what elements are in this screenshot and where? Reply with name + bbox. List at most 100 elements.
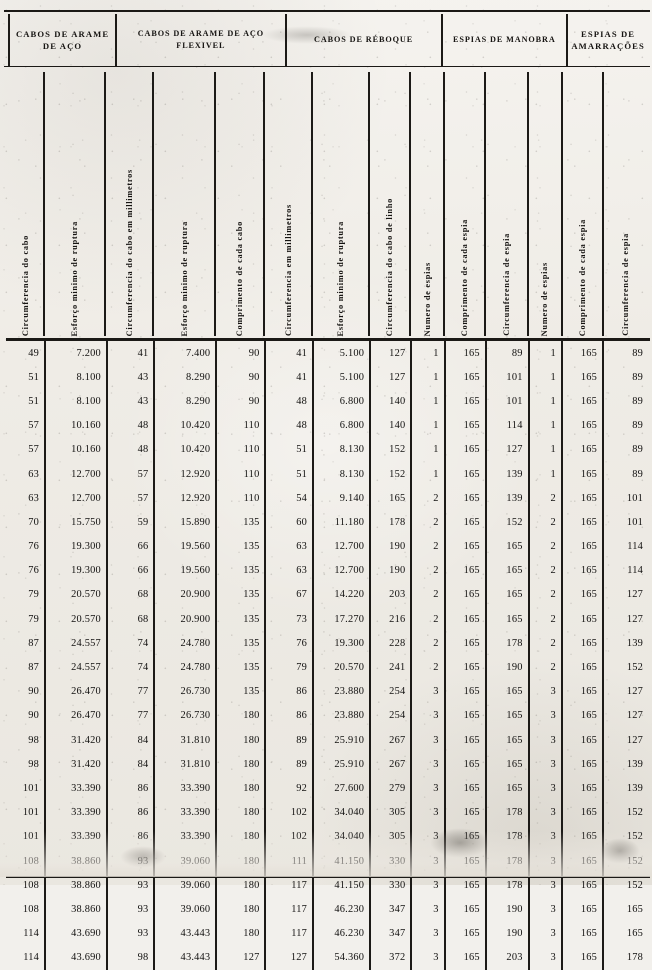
group-header-4: ESPIAS DE MANOBRA (440, 14, 567, 66)
table-cell: 165 (484, 752, 528, 777)
table-cell: 76 (264, 631, 312, 656)
table-cell: 180 (215, 897, 264, 922)
table-cell: 38.860 (44, 897, 106, 922)
table-cell: 26.470 (44, 703, 106, 728)
table-cell: 33.390 (153, 776, 215, 801)
table-cell: 152 (602, 824, 648, 849)
table-cell: 165 (443, 703, 485, 728)
table-cell: 165 (602, 921, 648, 946)
table-cell: 41.150 (312, 848, 369, 874)
table-cell: 190 (369, 534, 410, 559)
table-row: 108 38.860 93 39.060 180 111 41.150 330 3 165 178 3… (8, 848, 648, 874)
table-cell: 127 (369, 341, 410, 366)
table-cell: 190 (484, 897, 528, 922)
table-cell: 98 (28, 758, 40, 770)
table-cell: 10.420 (153, 437, 215, 462)
column-header-2: Esforço minimo de ruptura (42, 72, 105, 336)
table-row: 51 8.100 43 8.290 90 41 5.100 127 1 165 101 1 165 89 (8, 365, 648, 390)
table-cell: 98 (28, 734, 40, 746)
table-cell: 2 (410, 582, 443, 608)
table-cell: 79 (28, 613, 40, 625)
column-header-8: Circumferencia do cabo de linho (367, 72, 409, 336)
table-cell: 68 (105, 582, 154, 608)
table-row: 114 43.690 98 43.443 127 127 54.360 372 3 165 203 3… (8, 945, 648, 970)
table-cell: 19.300 (312, 631, 369, 656)
table-cell: 34.040 (312, 824, 369, 849)
table-cell: 39.060 (153, 848, 215, 874)
table-cell: 2 (410, 534, 443, 559)
table-cell: 34.040 (312, 800, 369, 825)
table-cell: 110 (215, 486, 264, 511)
table-cell: 8.130 (312, 461, 369, 487)
column-header-row: Circumferencia do cabo Esforço minimo de … (8, 72, 648, 336)
table-cell: 70 (28, 516, 40, 528)
column-header-9: Numero de espias (409, 72, 442, 336)
table-cell: 12.920 (153, 486, 215, 511)
table-cell: 8.290 (153, 389, 215, 414)
table-cell: 33.390 (44, 776, 106, 801)
table-cell: 2 (527, 486, 561, 511)
table-cell: 135 (215, 534, 264, 559)
table-row: 70 15.750 59 15.890 135 60 11.180 178 2 165 152 2 16… (8, 510, 648, 535)
table-cell: 135 (215, 510, 264, 535)
table-cell: 89 (602, 461, 648, 487)
table-row: 108 38.860 93 39.060 180 117 46.230 347 3 165 190 3… (8, 897, 648, 922)
table-cell: 76 (28, 565, 40, 577)
table-cell: 165 (560, 655, 602, 680)
table-cell: 63 (28, 492, 40, 504)
table-cell: 8.290 (153, 365, 215, 390)
table-cell: 63 (264, 558, 312, 583)
table-cell: 178 (484, 631, 528, 656)
group-header-5: ESPIAS DE AMARRAÇÕES (566, 14, 648, 66)
table-cell: 190 (369, 558, 410, 583)
table-cell: 165 (443, 461, 485, 487)
table-cell: 79 (28, 589, 40, 601)
table-cell: 77 (105, 679, 154, 704)
column-header-6: Circumferencia em millimetros (263, 72, 311, 336)
table-cell: 165 (443, 848, 485, 874)
column-header-14: Circumferencia de espia (601, 72, 648, 336)
table-cell: 216 (369, 607, 410, 632)
table-cell: 33.390 (153, 824, 215, 849)
table-cell: 3 (527, 848, 561, 874)
table-cell: 1 (527, 413, 561, 438)
table-cell: 347 (369, 921, 410, 946)
table-cell: 267 (369, 728, 410, 753)
column-header-label: Esforço minimo de ruptura (70, 220, 80, 336)
table-cell: 1 (527, 365, 561, 390)
table-cell: 15.750 (44, 510, 106, 535)
column-header-1: Circumferencia do cabo (8, 72, 43, 336)
table-cell: 3 (410, 703, 443, 728)
table-cell: 254 (369, 679, 410, 704)
table-cell: 165 (484, 728, 528, 753)
table-cell: 93 (105, 897, 154, 922)
table-cell: 3 (527, 703, 561, 728)
table-cell: 24.780 (153, 655, 215, 680)
table-cell: 86 (105, 800, 154, 825)
table-cell: 79 (264, 655, 312, 680)
table-cell: 152 (602, 848, 648, 874)
table-cell: 165 (560, 703, 602, 728)
table-cell: 165 (443, 655, 485, 680)
table-cell: 89 (602, 341, 648, 366)
table-cell: 26.730 (153, 679, 215, 704)
table-cell: 3 (410, 945, 443, 970)
table-cell: 26.730 (153, 703, 215, 728)
column-header-label: Comprimento de cada cabo (235, 220, 245, 336)
table-cell: 3 (527, 776, 561, 801)
table-cell: 1 (410, 461, 443, 487)
table-cell: 178 (602, 945, 648, 970)
table-cell: 3 (527, 921, 561, 946)
table-cell: 24.780 (153, 631, 215, 656)
table-cell: 165 (560, 510, 602, 535)
table-cell: 5.100 (312, 341, 369, 366)
table-cell: 135 (215, 558, 264, 583)
table-cell: 89 (602, 365, 648, 390)
table-cell: 12.700 (312, 534, 369, 559)
table-cell: 90 (215, 365, 264, 390)
table-cell: 63 (264, 534, 312, 559)
table-cell: 152 (602, 655, 648, 680)
table-cell: 93 (105, 848, 154, 874)
table-cell: 2 (527, 558, 561, 583)
table-cell: 108 (22, 855, 40, 867)
